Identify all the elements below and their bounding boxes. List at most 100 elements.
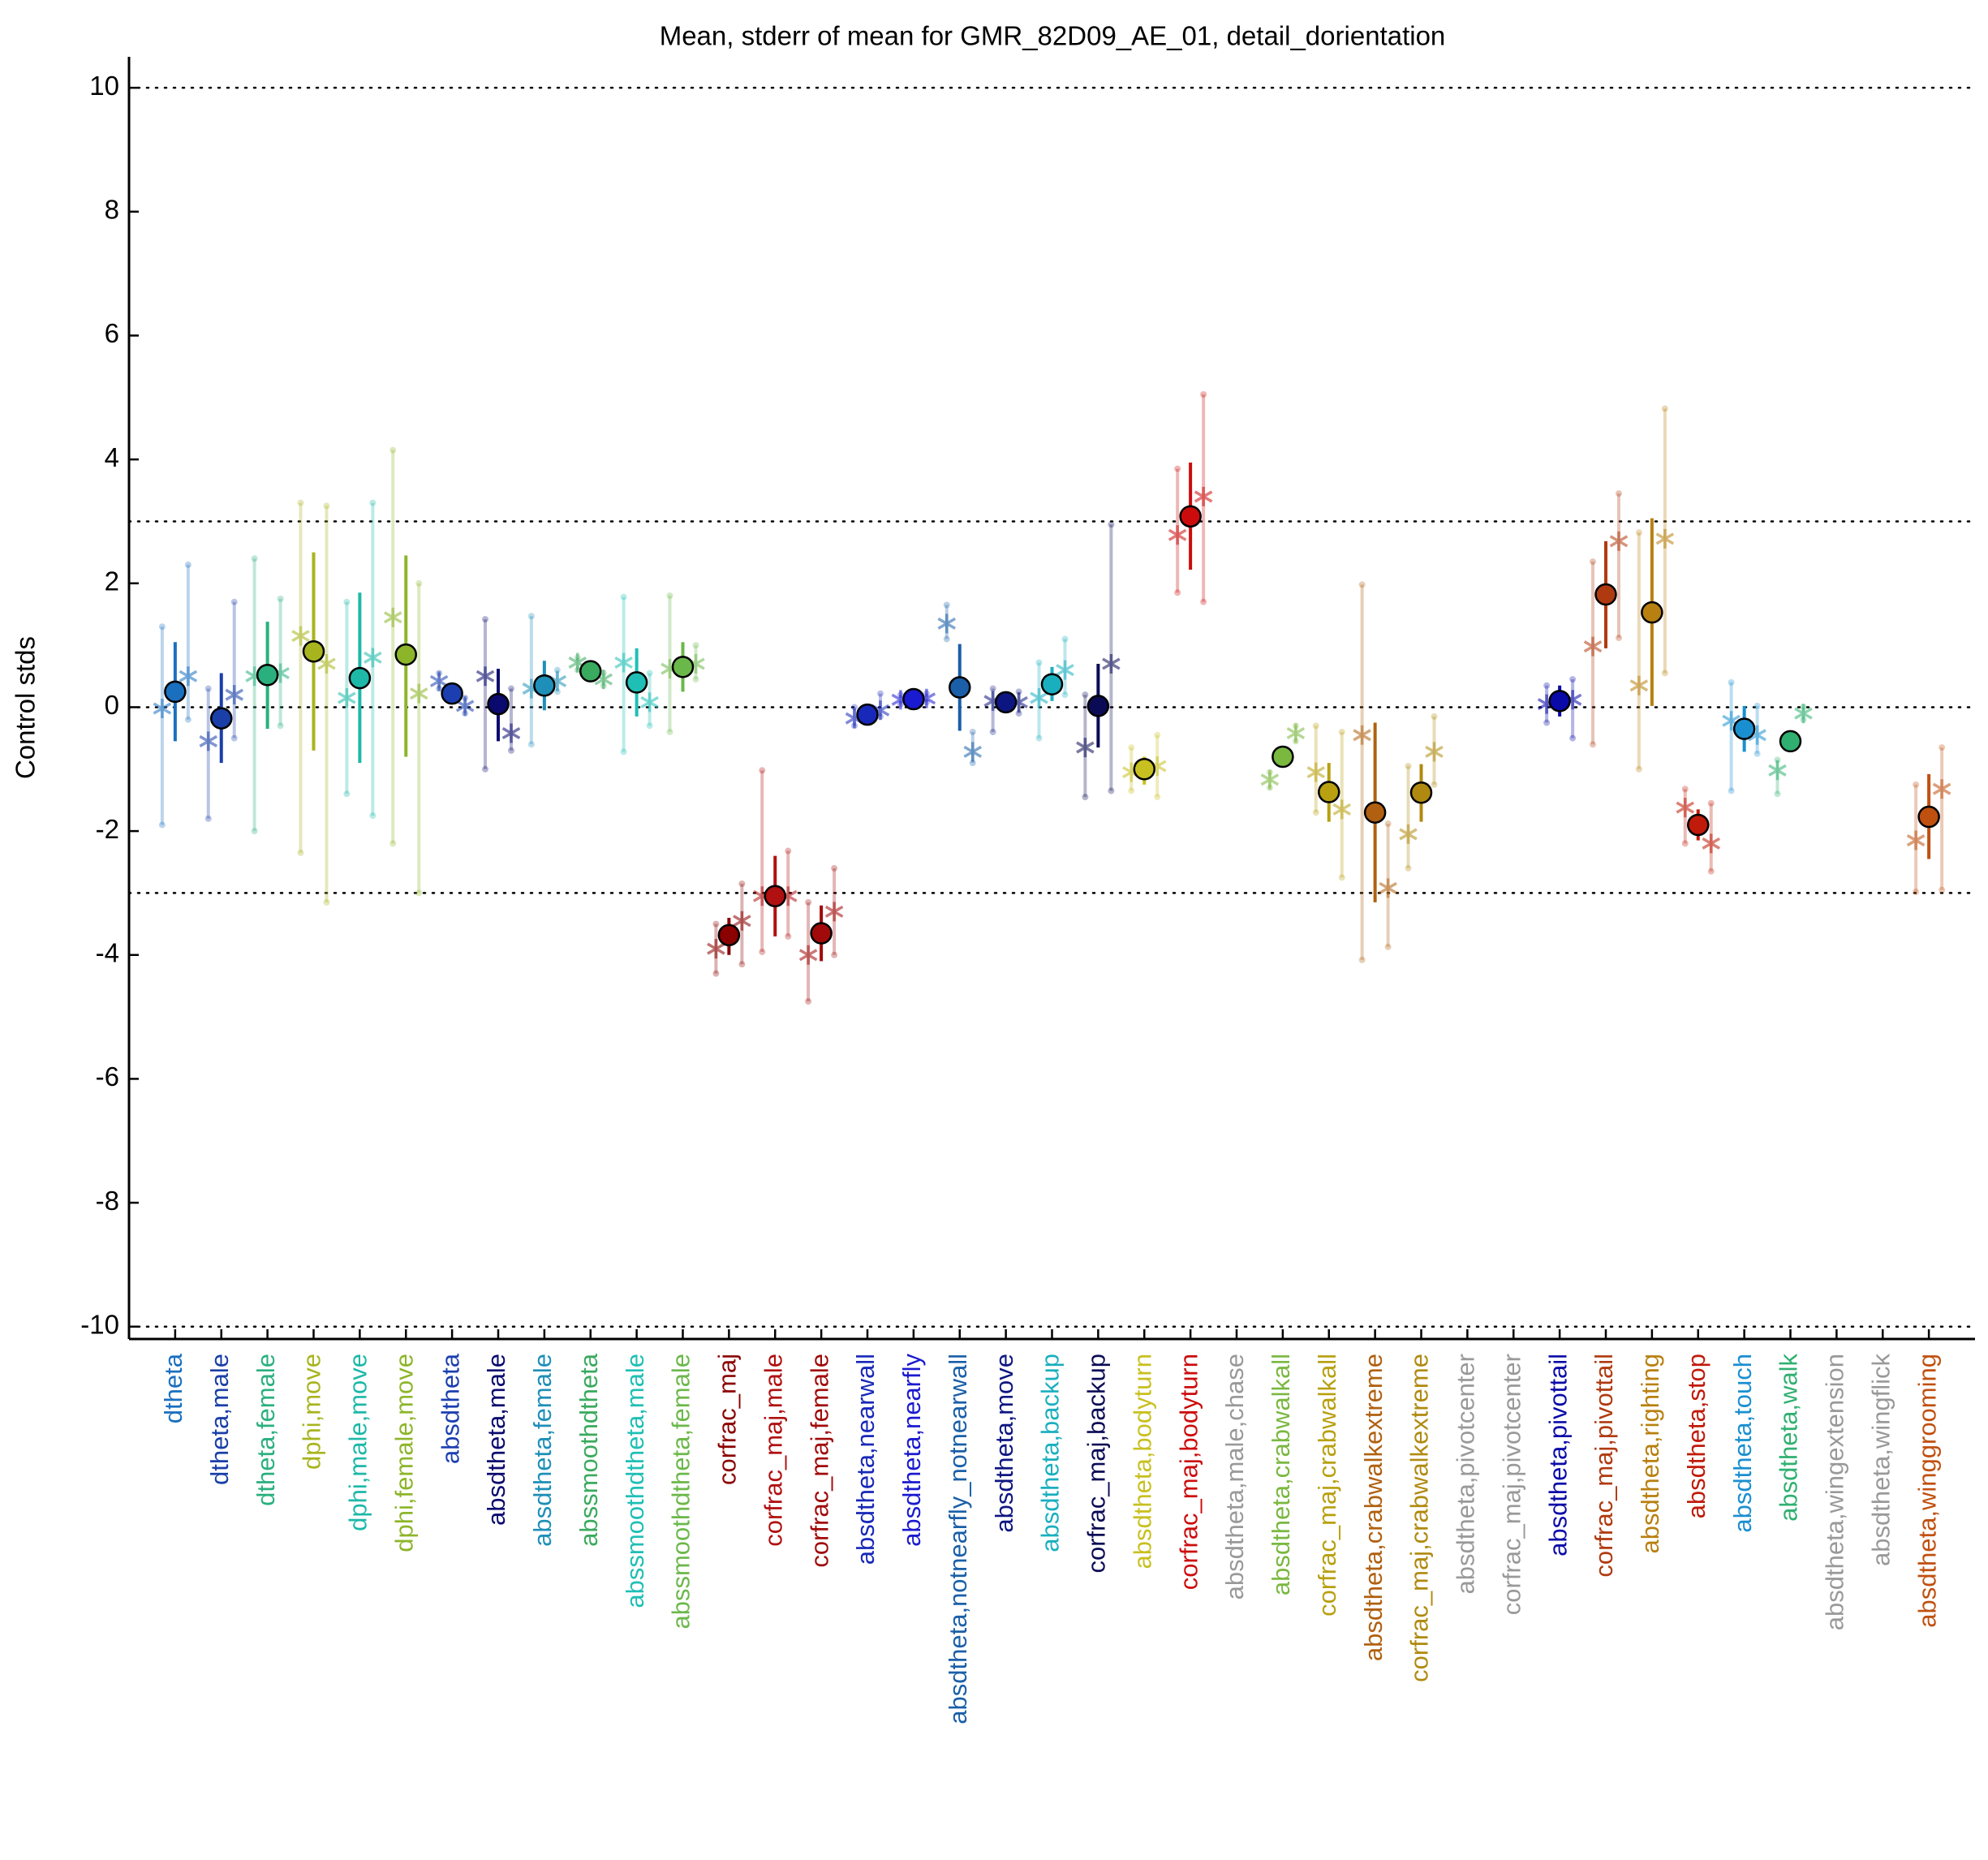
range-end [831,864,838,872]
range-end [553,666,561,674]
chart-title: Mean, stderr of mean for GMR_82D09_AE_01… [660,21,1446,51]
mean-marker [1687,813,1710,837]
x-tick-label: absdtheta,righting [1636,1354,1664,1553]
x-tick-label: absdtheta,female [528,1354,557,1547]
y-tick-label: 8 [105,195,119,225]
asterisk [733,911,751,931]
range-end [1035,734,1043,742]
range-end [1154,794,1161,801]
range-end [389,446,397,454]
asterisk [963,742,983,762]
mean-marker [302,640,325,663]
range-end [1082,691,1089,699]
asterisk [199,731,218,751]
range-end [553,688,561,695]
x-tick-label: corfrac_maj,bodyturn [1174,1354,1203,1590]
x-tick-label: absdtheta,bodyturn [1128,1354,1156,1569]
range-end [1661,405,1668,412]
asterisk [1030,688,1048,708]
mean-marker [994,691,1018,714]
x-tick-label: corfrac_maj,pivottail [1590,1354,1618,1578]
asterisk [153,698,172,718]
x-tick-label: absdtheta,nearwall [851,1354,880,1565]
x-tick-label: absdtheta [436,1353,464,1464]
range-end [184,561,191,568]
asterisk [364,648,382,668]
range-end [1707,868,1715,875]
range-end [1128,744,1135,751]
asterisk [317,654,336,674]
range-end [251,828,258,835]
range-end [1174,465,1181,472]
range-end [712,970,720,977]
mean-marker [902,687,925,711]
range-end [297,499,304,506]
range-end [389,840,397,847]
x-tick-label: abssmoothdtheta [574,1353,603,1547]
y-tick-label: -10 [80,1309,119,1339]
asterisk [1076,738,1095,758]
x-tick-label: dphi,male,move [344,1354,372,1531]
range-end [415,889,423,897]
range-end [1616,490,1622,497]
range-end [1312,809,1319,816]
x-tick-label: absdtheta,walk [1775,1354,1803,1522]
asterisk [1168,525,1187,545]
range-end [369,812,377,820]
range-end [805,998,812,1005]
mean-marker [1779,730,1802,753]
mean-marker [1318,781,1340,803]
x-tick-label: absdtheta,nearfly [897,1354,926,1547]
mean-marker [949,676,971,699]
x-tick-label: absdtheta,crabwalkall [1267,1354,1295,1595]
x-tick-label: corfrac_maj,female [805,1354,833,1568]
range-end [851,704,858,711]
mean-marker [1732,717,1756,740]
asterisk [1399,824,1418,844]
mean-marker [1363,801,1387,824]
range-end [251,555,258,562]
range-end [1015,688,1022,695]
range-end [805,898,812,906]
range-end [343,790,351,798]
mean-marker [533,674,556,697]
x-tick-label: absdtheta,male,chase [1220,1354,1249,1600]
range-end [877,690,884,697]
range-end [738,880,746,887]
mean-marker [1409,781,1433,804]
mean-marker [810,922,833,945]
x-tick-label: corfrac_maj,crabwalkall [1313,1354,1341,1617]
range-end [1728,678,1735,686]
asterisk [937,614,957,634]
mean-marker [1594,583,1617,606]
range-end [759,948,766,955]
asterisk [1768,760,1787,781]
range-end [1431,781,1438,788]
x-tick-label: absdtheta,winggrooming [1913,1354,1941,1628]
range-end [1108,787,1115,794]
mean-marker [579,660,602,682]
asterisk [179,666,198,687]
range-end [1774,790,1781,798]
range-end [1338,874,1345,881]
asterisk [501,723,521,743]
range-end [646,670,653,677]
range-end [1358,581,1366,588]
x-tick-label: dtheta,male [205,1354,234,1485]
range-end [1431,713,1438,720]
range-end [666,592,673,600]
range-end [785,932,792,940]
asterisk [1194,486,1213,506]
range-end [158,821,166,829]
x-tick-label: absdtheta,stop [1682,1354,1710,1518]
asterisk [225,685,244,705]
range-end [323,502,330,510]
range-end [989,728,996,735]
mean-marker [625,671,648,694]
asterisk [409,683,428,704]
range-end [415,579,423,587]
range-end [1569,734,1577,742]
x-tick-label: abssmoothdtheta,female [667,1354,695,1630]
asterisk [798,945,818,965]
